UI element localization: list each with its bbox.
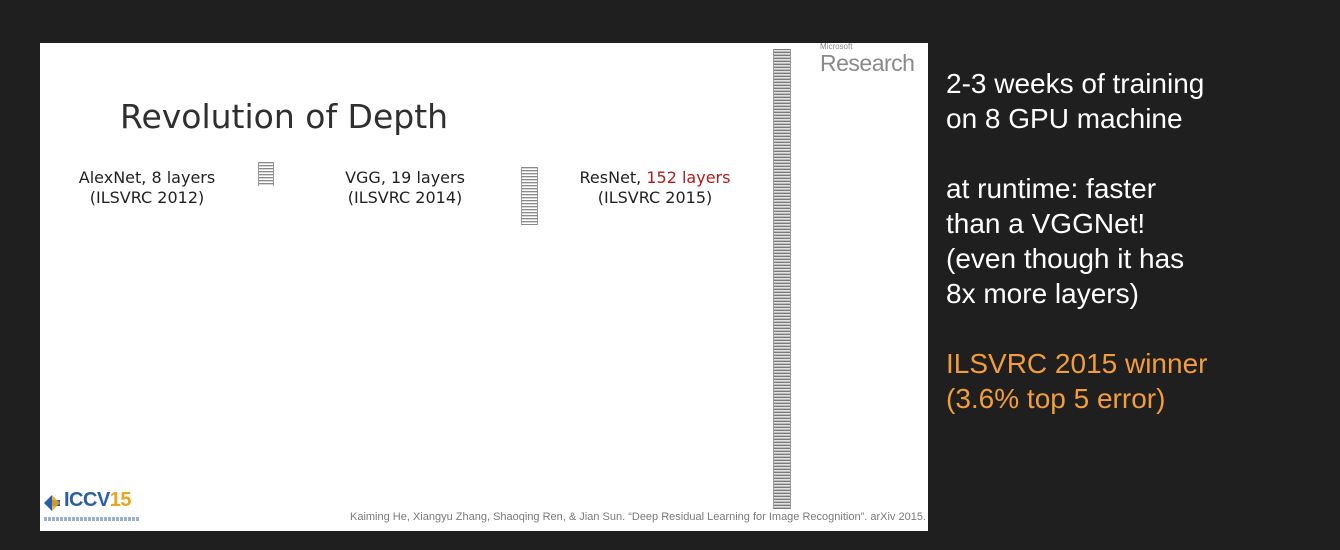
logo-small-text: Microsoft	[820, 43, 853, 51]
vgg-layer-stack	[521, 167, 538, 225]
citation-text: Kaiming He, Xiangyu Zhang, Shaoqing Ren,…	[349, 511, 926, 523]
alexnet-name: AlexNet, 8 layers	[72, 168, 222, 188]
alexnet-layer-stack	[258, 162, 274, 186]
resnet-layer-count: 152 layers	[646, 168, 731, 187]
iccv-arrows-icon	[44, 495, 60, 511]
note-line-highlight: ILSVRC 2015 winner	[946, 348, 1208, 379]
note-line: (even though it has	[946, 243, 1185, 274]
logo-big-text: Research	[820, 50, 915, 76]
note-spacer	[946, 136, 1336, 171]
resnet-label: ResNet, 152 layers (ILSVRC 2015)	[570, 168, 740, 208]
note-line: at runtime: faster	[946, 173, 1157, 204]
alexnet-label: AlexNet, 8 layers (ILSVRC 2012)	[72, 168, 222, 208]
iccv-logo-prefix: ICCV	[64, 489, 110, 511]
note-line: 8x more layers)	[946, 278, 1139, 309]
slide-notes: 2-3 weeks of training on 8 GPU machine a…	[946, 66, 1336, 416]
note-line: than a VGGNet!	[946, 208, 1146, 239]
slide-image: Microsoft Research Revolution of Depth A…	[40, 43, 928, 531]
vgg-name-prefix: VGG,	[345, 168, 391, 187]
resnet-competition: (ILSVRC 2015)	[597, 188, 713, 207]
vgg-layer-count: 19 layers	[391, 168, 465, 187]
microsoft-research-logo: Microsoft Research	[820, 43, 928, 75]
alexnet-competition: (ILSVRC 2012)	[89, 188, 205, 207]
vgg-competition: (ILSVRC 2014)	[347, 188, 463, 207]
note-spacer	[946, 311, 1336, 346]
note-line: on 8 GPU machine	[946, 103, 1183, 134]
slide-title: Revolution of Depth	[120, 97, 449, 136]
iccv-logo-year: 15	[109, 489, 132, 511]
vgg-name: VGG, 19 layers	[330, 168, 480, 188]
vgg-label: VGG, 19 layers (ILSVRC 2014)	[330, 168, 480, 208]
alexnet-name-prefix: AlexNet,	[78, 168, 152, 187]
iccv-logo-text: ICCV15	[64, 489, 132, 512]
note-line-highlight: (3.6% top 5 error)	[946, 383, 1166, 414]
resnet-name-prefix: ResNet,	[579, 168, 647, 187]
alexnet-layer-count: 8 layers	[151, 168, 216, 187]
iccv-logo: ICCV15	[42, 489, 142, 527]
resnet-name: ResNet, 152 layers	[570, 168, 740, 188]
resnet-layer-stack	[773, 49, 791, 509]
note-line: 2-3 weeks of training	[946, 68, 1205, 99]
iccv-logo-subline	[44, 517, 140, 521]
